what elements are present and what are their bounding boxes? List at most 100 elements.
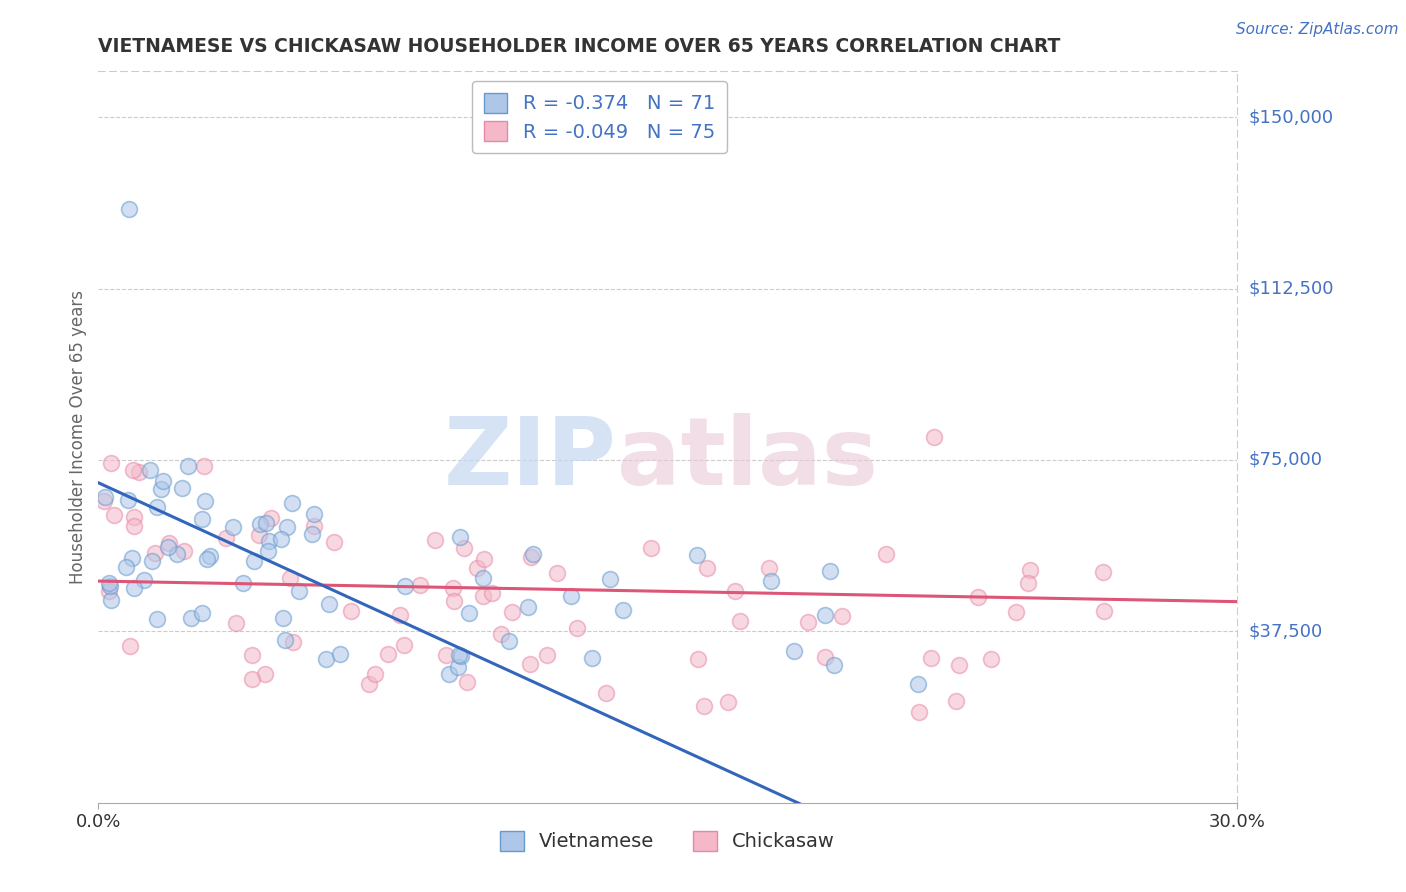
Point [922,430,945,444]
Point [717,695,740,709]
Point [146,612,169,626]
Point [273,610,295,624]
Point [93,494,115,508]
Point [143,546,166,560]
Point [257,544,280,558]
Point [249,528,271,542]
Point [489,627,512,641]
Point [114,560,136,574]
Point [302,507,325,521]
Point [814,608,837,623]
Point [599,572,621,586]
Point [191,512,214,526]
Point [519,657,541,671]
Point [215,532,238,546]
Point [191,606,214,620]
Text: $150,000: $150,000 [1249,108,1333,126]
Point [121,551,143,566]
Point [122,518,145,533]
Point [423,533,446,547]
Point [94,490,117,504]
Point [364,666,387,681]
Point [394,579,416,593]
Point [546,566,568,581]
Point [472,571,495,585]
Point [447,659,470,673]
Point [157,541,180,555]
Point [945,694,967,708]
Point [1005,605,1028,619]
Point [103,508,125,522]
Point [389,607,412,622]
Point [146,500,169,515]
Point [688,652,710,666]
Point [456,674,478,689]
Point [134,573,156,587]
Point [783,644,806,658]
Point [449,530,471,544]
Point [453,541,475,555]
Point [243,554,266,568]
Point [121,463,143,477]
Point [758,561,780,575]
Point [315,651,337,665]
Point [117,493,139,508]
Point [276,520,298,534]
Point [443,594,465,608]
Point [270,532,292,546]
Point [686,548,709,562]
Point [612,602,634,616]
Point [150,482,173,496]
Point [122,509,145,524]
Text: VIETNAMESE VS CHICKASAW HOUSEHOLDER INCOME OVER 65 YEARS CORRELATION CHART: VIETNAMESE VS CHICKASAW HOUSEHOLDER INCO… [98,37,1060,56]
Point [281,495,304,509]
Point [920,650,942,665]
Point [517,600,540,615]
Point [128,465,150,479]
Point [409,578,432,592]
Point [100,456,122,470]
Text: $37,500: $37,500 [1249,623,1323,640]
Point [457,607,479,621]
Point [581,650,603,665]
Point [447,648,470,663]
Point [274,633,297,648]
Point [481,586,503,600]
Point [225,615,247,630]
Point [434,648,457,662]
Point [221,519,243,533]
Point [875,547,897,561]
Point [1094,604,1116,618]
Point [242,673,264,687]
Point [177,459,200,474]
Point [823,658,845,673]
Point [980,652,1002,666]
Point [522,547,544,561]
Point [471,590,494,604]
Point [1019,563,1042,577]
Point [728,615,751,629]
Point [278,572,301,586]
Point [194,494,217,508]
Point [340,604,363,618]
Point [536,648,558,662]
Point [640,541,662,556]
Point [260,511,283,525]
Legend: Vietnamese, Chickasaw: Vietnamese, Chickasaw [492,822,844,859]
Point [98,579,121,593]
Point [450,648,472,663]
Point [288,584,311,599]
Point [759,574,782,589]
Point [501,605,523,619]
Point [831,608,853,623]
Point [242,648,264,662]
Point [118,639,141,653]
Point [152,474,174,488]
Point [302,519,325,533]
Point [170,481,193,495]
Point [519,549,541,564]
Point [193,458,215,473]
Point [437,666,460,681]
Point [966,590,988,604]
Point [301,526,323,541]
